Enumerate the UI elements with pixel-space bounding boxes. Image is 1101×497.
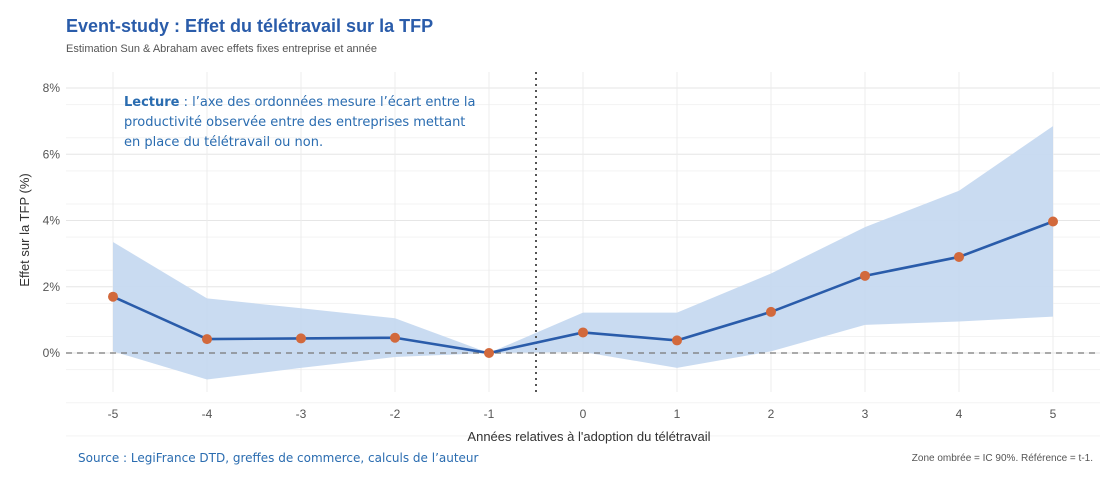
reading-note-bold: Lecture	[124, 95, 180, 110]
data-point	[484, 348, 494, 358]
x-tick-label: -1	[484, 407, 495, 421]
data-point	[672, 335, 682, 346]
source-note: Source : LegiFrance DTD, greffes de comm…	[78, 451, 479, 465]
x-tick-label: 2	[768, 407, 775, 421]
data-point	[578, 327, 588, 338]
x-tick-label: 1	[674, 407, 681, 421]
y-tick-labels: 0% 2% 4% 6% 8%	[43, 81, 61, 360]
x-tick-label: -2	[390, 407, 401, 421]
x-tick-label: -4	[202, 407, 213, 421]
data-points	[108, 216, 1058, 358]
confidence-band	[113, 126, 1053, 380]
x-tick-label: 5	[1050, 407, 1057, 421]
y-tick-label: 2%	[43, 280, 61, 294]
x-tick-label: 3	[862, 407, 869, 421]
x-tick-labels: -5 -4 -3 -2 -1 0 1 2 3 4 5	[108, 407, 1057, 421]
data-point	[954, 251, 964, 262]
y-axis-label: Effet sur la TFP (%)	[17, 173, 32, 286]
y-tick-label: 0%	[43, 346, 61, 360]
data-point	[1048, 216, 1058, 227]
data-point	[202, 334, 212, 345]
reading-note: Lecture : l’axe des ordonnées mesure l’é…	[124, 93, 484, 153]
x-tick-label: -3	[296, 407, 307, 421]
x-tick-label: -5	[108, 407, 119, 421]
data-point	[766, 306, 776, 317]
y-tick-label: 6%	[43, 147, 61, 161]
data-point	[108, 291, 118, 302]
x-tick-label: 4	[956, 407, 963, 421]
ci-note: Zone ombrée = IC 90%. Référence = t-1.	[911, 453, 1093, 464]
y-tick-label: 8%	[43, 81, 61, 95]
data-point	[390, 332, 400, 343]
chart-title: Event-study : Effet du télétravail sur l…	[66, 16, 434, 36]
data-point	[296, 333, 306, 344]
data-point	[860, 270, 870, 281]
y-tick-label: 4%	[43, 214, 61, 228]
reading-note-text: : l’axe des ordonnées mesure l’écart ent…	[124, 95, 476, 150]
x-axis-label: Années relatives à l'adoption du télétra…	[467, 429, 710, 444]
x-tick-label: 0	[580, 407, 587, 421]
chart-subtitle: Estimation Sun & Abraham avec effets fix…	[66, 43, 378, 55]
